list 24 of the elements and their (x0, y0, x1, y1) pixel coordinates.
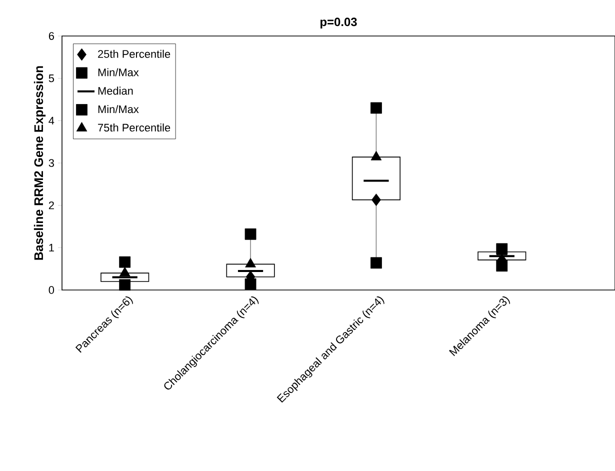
legend-label: 25th Percentile (98, 50, 170, 58)
y-tick-label: 1 (49, 244, 54, 252)
point (245, 258, 256, 268)
legend-label: Median (98, 86, 133, 95)
point (370, 102, 382, 114)
point (119, 256, 131, 268)
point (119, 266, 130, 276)
point (370, 257, 382, 269)
point (244, 278, 256, 290)
chart-title: p=0.03 (320, 18, 357, 29)
y-tick-label: 4 (48, 116, 54, 124)
legend-label: 75th Percentile (98, 124, 170, 132)
legend-label: Min/Max (98, 68, 139, 76)
y-tick-label: 5 (48, 74, 54, 82)
point (119, 279, 131, 291)
y-tick-label: 2 (48, 202, 54, 210)
y-tick-label: 0 (48, 286, 54, 294)
point (496, 260, 508, 272)
point (244, 228, 256, 240)
legend-label: Min/Max (98, 105, 139, 114)
y-tick-label: 3 (48, 159, 54, 167)
y-axis-title: Baseline RRM2 Gene Expression (34, 66, 46, 260)
y-tick-label: 6 (48, 32, 54, 40)
point (372, 194, 381, 206)
